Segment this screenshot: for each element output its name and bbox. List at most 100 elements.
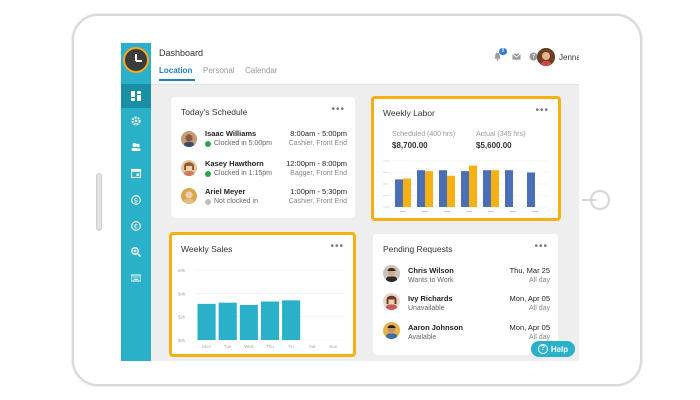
x-tick-label: Thu <box>266 344 274 349</box>
y-tick-mark <box>383 172 389 173</box>
y-tick-mark <box>383 160 389 162</box>
clock-gear-icon[interactable] <box>123 47 149 73</box>
sidebar-item-calendar[interactable] <box>121 161 151 185</box>
user-name[interactable]: Jenna <box>559 53 579 62</box>
avatar <box>383 265 400 282</box>
clock-status: Not clocked in <box>214 198 258 205</box>
app-screen: $ € Dashboard Location Personal Calendar… <box>121 43 579 361</box>
weekly-labor-card: Weekly Labor ••• Scheduled (400 hrs) $8,… <box>371 96 561 221</box>
x-tick-label: Sun <box>329 344 338 349</box>
more-icon[interactable]: ••• <box>330 241 344 252</box>
mail-icon[interactable] <box>512 52 521 61</box>
more-icon[interactable]: ••• <box>331 104 345 115</box>
question-icon: ? <box>537 344 548 354</box>
labor-bar <box>469 165 477 207</box>
x-tick-mark <box>488 211 494 212</box>
dashboard-icon <box>131 91 141 101</box>
header: Dashboard Location Personal Calendar 8 ?… <box>151 43 579 85</box>
requester-name: Chris Wilson <box>408 266 454 275</box>
request-type: Unavailable <box>408 305 445 312</box>
sidebar-item-dashboard[interactable] <box>121 84 151 108</box>
actual-label: Actual (345 hrs) <box>476 131 526 138</box>
shift-time: 1:00pm - 5:30pm <box>290 187 347 196</box>
active-tab-indicator <box>159 79 195 81</box>
tablet-home-button <box>582 190 610 210</box>
help-button[interactable]: ? Help <box>531 341 575 357</box>
request-duration: All day <box>528 277 550 284</box>
x-tick-mark <box>510 211 516 212</box>
avatar[interactable] <box>537 48 555 66</box>
y-tick-mark <box>383 183 389 185</box>
more-icon[interactable]: ••• <box>535 105 549 116</box>
x-tick-mark <box>400 211 406 212</box>
shift-time: 12:00pm - 8:00pm <box>286 159 347 168</box>
sales-bar <box>239 305 258 340</box>
x-tick-mark <box>444 211 450 212</box>
pending-requests-card: Pending Requests ••• Chris Wilson Wants … <box>373 234 558 355</box>
x-tick-mark <box>466 211 472 212</box>
help-circle-icon[interactable]: ? <box>529 52 538 61</box>
keyboard-icon <box>131 274 141 282</box>
users-icon <box>131 143 141 151</box>
avatar <box>181 131 197 147</box>
labor-bar <box>425 171 433 207</box>
tab-personal[interactable]: Personal <box>203 66 235 75</box>
y-tick-label: 60k <box>178 268 186 273</box>
y-tick-label: $0k <box>178 338 186 343</box>
request-duration: All day <box>528 305 550 312</box>
clock-status: Clocked in 5:00pm <box>214 140 272 147</box>
card-title: Today's Schedule <box>181 107 248 117</box>
scheduled-label: Scheduled (400 hrs) <box>392 131 456 138</box>
avatar <box>383 322 400 339</box>
avatar <box>181 188 197 204</box>
card-title: Pending Requests <box>383 244 453 254</box>
shift-role: Cashier, Front End <box>288 198 347 205</box>
sidebar-item-payroll[interactable]: $ <box>121 188 151 212</box>
page-title: Dashboard <box>159 48 204 58</box>
svg-text:?: ? <box>532 55 535 61</box>
zoom-icon <box>131 247 141 257</box>
sidebar-item-keyboard[interactable] <box>121 266 151 290</box>
x-tick-mark <box>532 211 538 212</box>
request-date: Mon, Apr 05 <box>509 323 550 332</box>
actual-value: $5,600.00 <box>476 141 512 150</box>
sidebar: $ € <box>121 43 151 361</box>
tab-calendar[interactable]: Calendar <box>245 66 278 75</box>
tab-location[interactable]: Location <box>159 66 193 75</box>
labor-bar <box>447 175 455 207</box>
employee-name: Isaac Williams <box>205 129 257 138</box>
sidebar-item-currency[interactable]: € <box>121 214 151 238</box>
avatar <box>383 293 400 310</box>
sidebar-item-settings[interactable] <box>121 109 151 133</box>
status-dot <box>205 199 211 205</box>
more-icon[interactable]: ••• <box>534 241 548 252</box>
x-tick-label: Sat <box>309 344 317 349</box>
svg-text:€: € <box>134 222 138 230</box>
labor-bar <box>403 178 411 207</box>
tablet-side-button <box>96 173 102 231</box>
clock-status: Clocked in 1:15pm <box>214 170 272 177</box>
sales-bar <box>282 300 301 340</box>
shift-role: Cashier, Front End <box>288 140 347 147</box>
dollar-icon: $ <box>131 195 141 205</box>
bell-icon[interactable] <box>493 52 502 61</box>
sidebar-item-people[interactable] <box>121 135 151 159</box>
card-title: Weekly Sales <box>181 244 233 254</box>
request-date: Thu, Mar 25 <box>509 266 550 275</box>
labor-bar <box>417 170 425 207</box>
y-tick-mark <box>383 206 389 208</box>
labor-bar <box>491 170 499 207</box>
labor-bar <box>527 172 535 207</box>
labor-bar <box>461 171 469 207</box>
labor-bar <box>439 170 447 207</box>
request-type: Available <box>408 334 437 341</box>
sales-bar <box>260 301 280 340</box>
status-dot <box>205 141 211 147</box>
shift-role: Bagger, Front End <box>290 170 347 177</box>
card-title: Weekly Labor <box>383 108 435 118</box>
status-dot <box>205 171 211 177</box>
sidebar-item-search[interactable] <box>121 240 151 264</box>
requester-name: Ivy Richards <box>408 294 453 303</box>
labor-bar <box>395 179 403 207</box>
x-tick-label: Mon <box>202 344 211 349</box>
